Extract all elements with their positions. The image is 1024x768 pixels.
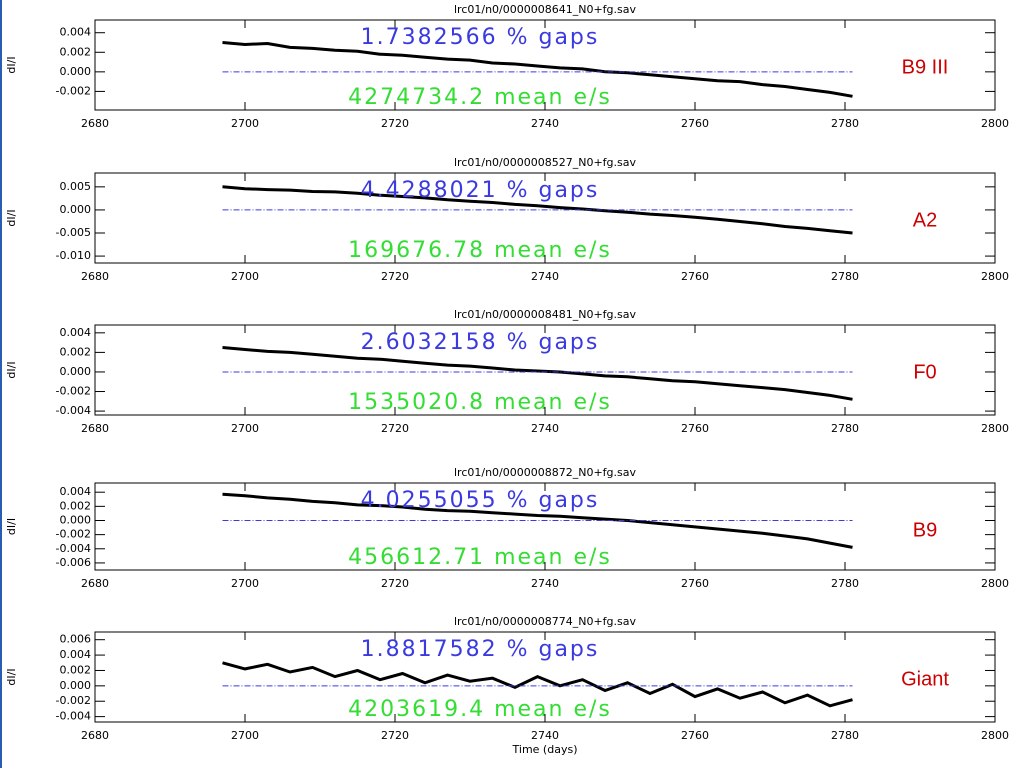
data-line [222, 661, 853, 708]
y-tick-label: -0.002 [56, 385, 91, 398]
chart-title: lrc01/n0/0000008641_N0+fg.sav [454, 3, 637, 16]
chart-title: lrc01/n0/0000008774_N0+fg.sav [454, 615, 637, 628]
spectral-label: Giant [901, 668, 949, 690]
spectral-label: F0 [913, 361, 936, 383]
y-tick-label: 0.004 [60, 485, 92, 498]
annotation: 2.6032158 % gaps [361, 330, 600, 355]
x-tick-label: 2680 [81, 117, 109, 130]
y-tick-label: 0.000 [60, 513, 92, 526]
x-tick-label: 2740 [531, 729, 559, 742]
y-tick-label: -0.004 [56, 542, 91, 555]
data-line [222, 41, 853, 98]
x-tick-label: 2720 [381, 577, 409, 590]
x-tick-label: 2700 [231, 117, 259, 130]
x-tick-label: 2720 [381, 729, 409, 742]
y-tick-label: 0.000 [60, 365, 92, 378]
x-tick-label: 2800 [981, 577, 1009, 590]
x-tick-label: 2780 [831, 577, 859, 590]
x-tick-label: 2680 [81, 422, 109, 435]
y-tick-label: -0.002 [56, 528, 91, 541]
x-tick-label: 2780 [831, 422, 859, 435]
x-tick-label: 2700 [231, 422, 259, 435]
y-tick-label: 0.000 [60, 65, 92, 78]
spectral-label: B9 III [902, 56, 949, 78]
x-tick-label: 2740 [531, 422, 559, 435]
x-tick-label: 2760 [681, 729, 709, 742]
x-tick-label: 2800 [981, 729, 1009, 742]
y-tick-label: -0.010 [56, 249, 91, 262]
y-tick-label: -0.004 [56, 710, 91, 723]
x-tick-label: 2740 [531, 577, 559, 590]
x-tick-label: 2720 [381, 270, 409, 283]
x-tick-label: 2720 [381, 422, 409, 435]
x-tick-label: 2780 [831, 117, 859, 130]
x-tick-label: 2780 [831, 729, 859, 742]
y-tick-label: -0.004 [56, 404, 91, 417]
x-tick-label: 2760 [681, 422, 709, 435]
x-tick-label: 2700 [231, 729, 259, 742]
y-axis-label: dI/I [5, 518, 18, 535]
spectral-label: A2 [913, 209, 937, 231]
x-axis-label: Time (days) [512, 743, 578, 756]
y-tick-label: 0.000 [60, 203, 92, 216]
y-axis-label: dI/I [5, 668, 18, 685]
annotation: 4.0255055 % gaps [361, 488, 600, 513]
y-tick-label: 0.004 [60, 326, 92, 339]
y-tick-label: 0.004 [60, 648, 92, 661]
y-tick-label: 0.005 [60, 180, 92, 193]
spectral-label: B9 [913, 519, 937, 541]
annotation: 456612.71 mean e/s [348, 545, 612, 570]
y-tick-label: -0.006 [56, 556, 91, 569]
x-tick-label: 2680 [81, 270, 109, 283]
annotation: 4.4288021 % gaps [361, 178, 600, 203]
annotation: 4274734.2 mean e/s [348, 85, 612, 110]
annotation: 1.7382566 % gaps [361, 25, 600, 50]
x-tick-label: 2760 [681, 117, 709, 130]
x-tick-label: 2760 [681, 577, 709, 590]
x-tick-label: 2760 [681, 270, 709, 283]
x-tick-label: 2680 [81, 577, 109, 590]
annotation: 4203619.4 mean e/s [348, 697, 612, 722]
x-tick-label: 2800 [981, 270, 1009, 283]
annotation: 169676.78 mean e/s [348, 238, 612, 263]
y-tick-label: 0.002 [60, 663, 92, 676]
y-axis-label: dI/I [5, 56, 18, 73]
y-tick-label: 0.006 [60, 633, 92, 646]
chart-title: lrc01/n0/0000008527_N0+fg.sav [454, 156, 637, 169]
y-tick-label: 0.002 [60, 345, 92, 358]
x-tick-label: 2700 [231, 270, 259, 283]
x-tick-label: 2740 [531, 270, 559, 283]
data-line [222, 346, 853, 401]
y-tick-label: -0.002 [56, 84, 91, 97]
y-tick-label: 0.004 [60, 26, 92, 39]
x-tick-label: 2780 [831, 270, 859, 283]
x-tick-label: 2720 [381, 117, 409, 130]
chart-title: lrc01/n0/0000008481_N0+fg.sav [454, 308, 637, 321]
chart-title: lrc01/n0/0000008872_N0+fg.sav [454, 466, 637, 479]
y-tick-label: -0.005 [56, 226, 91, 239]
y-tick-label: 0.000 [60, 679, 92, 692]
x-tick-label: 2700 [231, 577, 259, 590]
annotation: 1535020.8 mean e/s [348, 390, 612, 415]
annotation: 1.8817582 % gaps [361, 637, 600, 662]
y-tick-label: 0.002 [60, 499, 92, 512]
x-tick-label: 2680 [81, 729, 109, 742]
y-axis-label: dI/I [5, 209, 18, 226]
y-tick-label: 0.002 [60, 45, 92, 58]
x-tick-label: 2740 [531, 117, 559, 130]
data-line [222, 492, 853, 549]
x-tick-label: 2800 [981, 422, 1009, 435]
x-tick-label: 2800 [981, 117, 1009, 130]
y-tick-label: -0.002 [56, 694, 91, 707]
y-axis-label: dI/I [5, 361, 18, 378]
data-line [222, 185, 853, 235]
